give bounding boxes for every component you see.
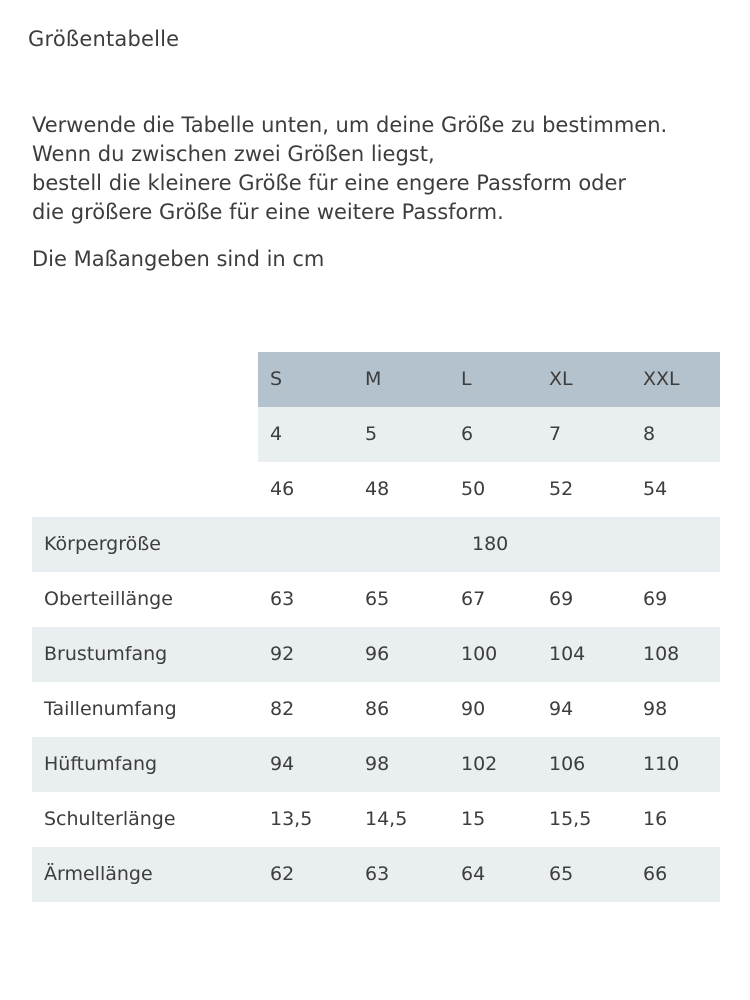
table-cell: 62 bbox=[270, 863, 295, 885]
table-cell: 54 bbox=[643, 478, 668, 500]
table-cell: 46 bbox=[270, 478, 295, 500]
size-header-cell: XL bbox=[549, 368, 573, 390]
table-row: Körpergröße 180 bbox=[32, 517, 720, 572]
table-cell: 4 bbox=[270, 423, 283, 445]
table-cell: 100 bbox=[461, 643, 498, 665]
table-cell: 96 bbox=[365, 643, 390, 665]
row-label: Hüftumfang bbox=[44, 753, 158, 775]
table-row: Hüftumfang 94 98 102 106 110 bbox=[32, 737, 720, 792]
table-cell: 6 bbox=[461, 423, 474, 445]
table-cell: 64 bbox=[461, 863, 486, 885]
table-cell: 98 bbox=[643, 698, 668, 720]
table-cell: 69 bbox=[549, 588, 574, 610]
table-row: Brustumfang 92 96 100 104 108 bbox=[32, 627, 720, 682]
table-cell: 110 bbox=[643, 753, 680, 775]
table-cell: 92 bbox=[270, 643, 295, 665]
table-cell: 106 bbox=[549, 753, 586, 775]
table-cell: 65 bbox=[549, 863, 574, 885]
table-cell: 63 bbox=[270, 588, 295, 610]
table-cell: 15,5 bbox=[549, 808, 592, 830]
row-label: Taillenumfang bbox=[44, 698, 177, 720]
intro-line: bestell die kleinere Größe für eine enge… bbox=[32, 171, 627, 195]
size-header-cell: M bbox=[365, 368, 382, 390]
table-row: Ärmellänge 62 63 64 65 66 bbox=[32, 847, 720, 902]
table-cell: 102 bbox=[461, 753, 498, 775]
table-cell: 86 bbox=[365, 698, 390, 720]
table-cell: 13,5 bbox=[270, 808, 313, 830]
table-row: Schulterlänge 13,5 14,5 15 15,5 16 bbox=[32, 792, 720, 847]
table-cell: 63 bbox=[365, 863, 390, 885]
units-note: Die Maßangeben sind in cm bbox=[32, 247, 325, 271]
table-cell: 94 bbox=[549, 698, 574, 720]
table-cell: 8 bbox=[643, 423, 656, 445]
table-cell: 104 bbox=[549, 643, 586, 665]
page-title: Größentabelle bbox=[28, 27, 180, 51]
intro-line: Wenn du zwischen zwei Größen liegst, bbox=[32, 142, 435, 166]
table-cell: 15 bbox=[461, 808, 486, 830]
table-cell: 108 bbox=[643, 643, 680, 665]
size-table: S M L XL XXL 4 5 6 7 8 46 48 50 52 54 Kö… bbox=[32, 352, 720, 902]
table-cell: 94 bbox=[270, 753, 295, 775]
table-cell: 82 bbox=[270, 698, 295, 720]
table-cell: 50 bbox=[461, 478, 486, 500]
table-cell: 14,5 bbox=[365, 808, 408, 830]
table-row: Taillenumfang 82 86 90 94 98 bbox=[32, 682, 720, 737]
table-cell: 66 bbox=[643, 863, 668, 885]
table-cell: 98 bbox=[365, 753, 390, 775]
size-header-cell: L bbox=[461, 368, 472, 390]
intro-line: die größere Größe für eine weitere Passf… bbox=[32, 200, 504, 224]
size-header-cell: XXL bbox=[643, 368, 680, 390]
intro-text: Verwende die Tabelle unten, um deine Grö… bbox=[32, 111, 667, 227]
table-cell: 16 bbox=[643, 808, 668, 830]
row-label: Ärmellänge bbox=[44, 863, 153, 885]
row-label: Schulterlänge bbox=[44, 808, 176, 830]
table-cell: 180 bbox=[472, 533, 509, 555]
row-label: Brustumfang bbox=[44, 643, 168, 665]
table-cell: 90 bbox=[461, 698, 486, 720]
table-cell: 7 bbox=[549, 423, 562, 445]
table-cell: 67 bbox=[461, 588, 486, 610]
table-cell: 48 bbox=[365, 478, 390, 500]
table-cell: 69 bbox=[643, 588, 668, 610]
size-number-row: 4 5 6 7 8 bbox=[258, 407, 720, 462]
eu-size-row: 46 48 50 52 54 bbox=[258, 462, 720, 517]
row-label: Körpergröße bbox=[44, 533, 161, 555]
size-header-row: S M L XL XXL bbox=[258, 352, 720, 407]
table-cell: 5 bbox=[365, 423, 378, 445]
table-row: Oberteillänge 63 65 67 69 69 bbox=[32, 572, 720, 627]
row-label: Oberteillänge bbox=[44, 588, 173, 610]
table-cell: 65 bbox=[365, 588, 390, 610]
intro-line: Verwende die Tabelle unten, um deine Grö… bbox=[32, 113, 668, 137]
size-header-cell: S bbox=[270, 368, 283, 390]
table-cell: 52 bbox=[549, 478, 574, 500]
